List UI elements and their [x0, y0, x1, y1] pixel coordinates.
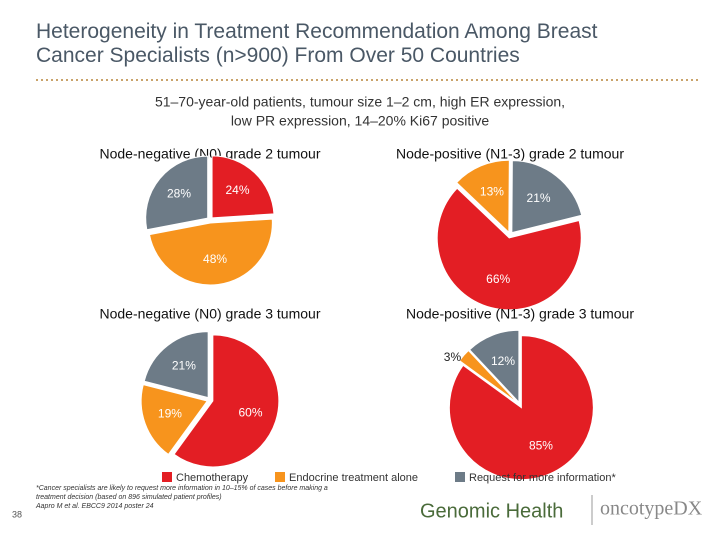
legend-swatch: [455, 472, 465, 482]
page-number: 38: [12, 509, 22, 519]
pie-title: Node-negative (N0) grade 2 tumour: [99, 146, 320, 162]
pie-slice: Endocrine treatment alone: [455, 159, 510, 234]
data-label: 19%: [158, 407, 182, 421]
pie-title: Node-positive (N1-3) grade 3 tumour: [406, 306, 634, 322]
data-label: 85%: [529, 438, 553, 452]
legend-swatch: [275, 472, 285, 482]
pie-slice: Chemotherapy: [448, 335, 594, 481]
pie-slice: Endocrine treatment alone: [458, 349, 519, 404]
footnote: *Cancer specialists are likely to reques…: [36, 485, 328, 492]
pie-slice: Request for more information*: [468, 329, 520, 404]
legend-label: Endocrine treatment alone: [289, 472, 418, 484]
pie-slice: Request for more information*: [511, 160, 583, 234]
legend-label: Chemotherapy: [176, 472, 249, 484]
logo: Genomic Health: [420, 500, 563, 522]
data-label: 60%: [238, 405, 262, 419]
data-label: 21%: [527, 191, 551, 205]
data-label: 12%: [491, 354, 515, 368]
pie-slice: Endocrine treatment alone: [140, 383, 209, 456]
data-label: 13%: [480, 185, 504, 199]
data-label: 3%: [444, 350, 462, 364]
pie-title: Node-positive (N1-3) grade 2 tumour: [396, 146, 624, 162]
footnote: Aapro M et al. EBCC9 2014 poster 24: [35, 503, 154, 510]
pie-slice: Endocrine treatment alone: [148, 218, 273, 286]
footnote: treatment decision (based on 896 simulat…: [36, 494, 222, 501]
legend-swatch: [162, 472, 172, 482]
data-label: 48%: [203, 252, 227, 266]
logo: oncotypeDX: [600, 498, 703, 520]
pie-slice: Chemotherapy: [436, 187, 582, 311]
pie-slice: Chemotherapy: [211, 155, 275, 219]
subtitle: low PR expression, 14–20% Ki67 positive: [231, 113, 490, 129]
data-label: 28%: [167, 187, 191, 201]
data-label: 66%: [486, 272, 510, 286]
pie-slice: Request for more information*: [143, 331, 209, 399]
legend-label: Request for more information*: [469, 472, 616, 484]
subtitle: 51–70-year-old patients, tumour size 1–2…: [155, 94, 565, 110]
pie-slice: Chemotherapy: [173, 334, 280, 468]
pie-title: Node-negative (N0) grade 3 tumour: [99, 306, 320, 322]
data-label: 21%: [172, 359, 196, 373]
pie-slice: Request for more information*: [145, 155, 209, 231]
data-label: 24%: [226, 183, 250, 197]
slide-title: Heterogeneity in Treatment Recommendatio…: [36, 20, 598, 67]
